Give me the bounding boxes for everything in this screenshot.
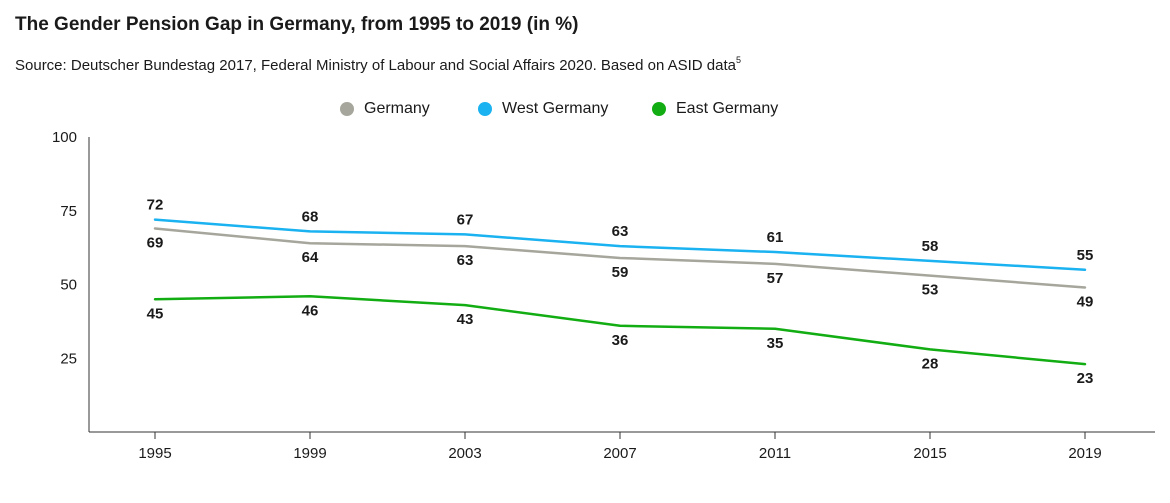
data-label-east-germany: 45	[147, 305, 164, 322]
x-tick-label: 2015	[913, 445, 946, 462]
data-label-east-germany: 46	[302, 302, 319, 319]
legend-label-germany: Germany	[364, 100, 430, 117]
data-label-east-germany: 28	[922, 355, 939, 372]
y-tick-label: 100	[52, 129, 77, 146]
legend-swatch-west-germany	[478, 102, 492, 116]
chart-title: The Gender Pension Gap in Germany, from …	[15, 14, 579, 35]
x-tick-label: 1999	[293, 445, 326, 462]
x-tick-label: 2019	[1068, 445, 1101, 462]
data-label-germany: 53	[922, 282, 939, 299]
data-label-germany: 59	[612, 264, 629, 281]
legend-item-west-germany[interactable]: West Germany	[478, 100, 608, 118]
legend-item-east-germany[interactable]: East Germany	[652, 100, 778, 118]
data-label-west-germany: 72	[147, 197, 164, 214]
data-label-east-germany: 36	[612, 332, 629, 349]
data-label-germany: 69	[147, 234, 164, 251]
data-label-east-germany: 23	[1077, 370, 1094, 387]
legend-label-east-germany: East Germany	[676, 100, 779, 117]
data-label-west-germany: 58	[922, 238, 939, 255]
data-label-west-germany: 61	[767, 229, 784, 246]
series-line-west-germany	[153, 218, 1087, 271]
x-tick-label: 2003	[448, 445, 481, 462]
series-line-germany	[153, 227, 1087, 289]
x-tick-label: 1995	[138, 445, 171, 462]
footnote-marker: 5	[736, 55, 742, 65]
data-label-germany: 49	[1077, 293, 1094, 310]
y-tick-label: 75	[60, 203, 77, 220]
x-tick-label: 2011	[759, 445, 791, 462]
subtitle-text: Source: Deutscher Bundestag 2017, Federa…	[15, 57, 736, 74]
data-label-germany: 57	[767, 270, 784, 287]
legend-label-west-germany: West Germany	[502, 100, 609, 117]
series-line-east-germany	[153, 295, 1087, 366]
legend-swatch-germany	[340, 102, 354, 116]
data-label-east-germany: 43	[457, 311, 474, 328]
legend-item-germany[interactable]: Germany	[340, 100, 430, 118]
legend: Germany West Germany East Germany	[0, 100, 1170, 122]
data-label-germany: 63	[457, 252, 474, 269]
data-label-east-germany: 35	[767, 335, 784, 352]
data-label-west-germany: 55	[1077, 247, 1094, 264]
x-tick-label: 2007	[603, 445, 636, 462]
data-label-west-germany: 68	[302, 208, 319, 225]
y-tick-label: 50	[60, 277, 77, 294]
y-tick-label: 25	[60, 350, 77, 367]
data-label-west-germany: 63	[612, 223, 629, 240]
data-label-germany: 64	[302, 249, 319, 266]
legend-swatch-east-germany	[652, 102, 666, 116]
data-label-west-germany: 67	[457, 211, 474, 228]
chart-subtitle: Source: Deutscher Bundestag 2017, Federa…	[15, 55, 742, 74]
